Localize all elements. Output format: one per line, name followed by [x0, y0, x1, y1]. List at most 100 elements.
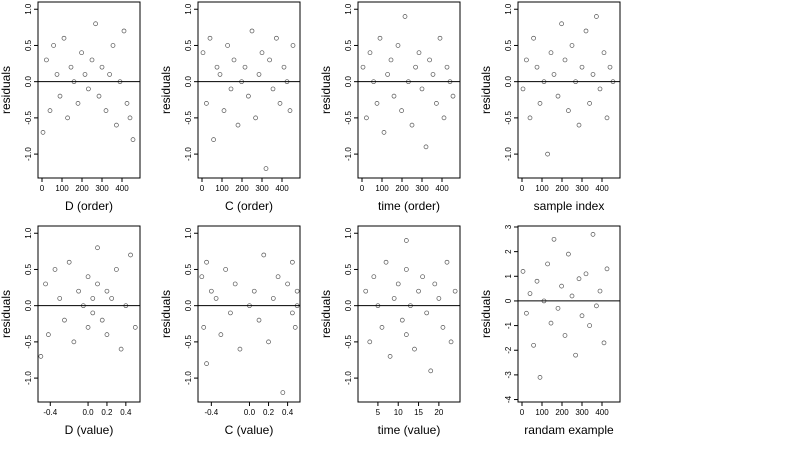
- point: [280, 390, 286, 395]
- point: [259, 50, 265, 56]
- plot-box: [37, 1, 141, 179]
- x-tick-label: 0: [360, 184, 365, 193]
- point: [208, 288, 214, 294]
- point: [65, 115, 70, 121]
- point: [40, 130, 46, 135]
- y-tick-label: -1.0: [504, 147, 513, 161]
- y-tick-label: 0.5: [184, 39, 193, 51]
- point: [527, 115, 533, 121]
- point: [51, 43, 56, 48]
- point: [548, 320, 554, 326]
- point: [82, 72, 88, 77]
- y-tick-label: 0.5: [184, 263, 193, 275]
- y-tick-label: 2: [504, 249, 513, 254]
- x-tick-label: 300: [95, 184, 109, 193]
- y-axis-label: residuals: [159, 66, 173, 114]
- x-tick-label: 400: [435, 184, 449, 193]
- x-axis-label: D (value): [65, 423, 114, 437]
- point: [594, 303, 599, 309]
- point: [594, 14, 599, 19]
- x-tick-label: 0.4: [120, 408, 132, 417]
- point: [285, 281, 290, 287]
- x-axis-label: randam example: [524, 423, 614, 437]
- point: [253, 115, 258, 121]
- y-tick-label: 1: [504, 274, 513, 279]
- point: [228, 86, 234, 92]
- point: [128, 252, 133, 258]
- x-tick-label: 200: [75, 184, 89, 193]
- x-tick-label: 0: [40, 184, 45, 193]
- plot-box: [517, 1, 621, 179]
- point: [551, 236, 557, 242]
- point: [360, 64, 366, 70]
- point: [235, 122, 241, 128]
- plot-box: [357, 225, 461, 403]
- point: [86, 86, 91, 92]
- point: [587, 323, 592, 328]
- point: [204, 361, 209, 366]
- x-axis-label: sample index: [534, 199, 605, 213]
- y-tick-label: 0.0: [344, 76, 353, 88]
- point: [579, 64, 585, 70]
- point: [531, 342, 536, 348]
- point: [444, 64, 450, 70]
- point: [391, 93, 397, 99]
- y-tick-label: -1.0: [24, 371, 33, 385]
- point: [292, 325, 298, 330]
- y-axis-label: residuals: [319, 290, 333, 338]
- y-tick-label: -0.5: [24, 334, 33, 348]
- point: [604, 266, 610, 272]
- point: [124, 101, 130, 106]
- point: [90, 310, 96, 316]
- x-tick-label: -0.4: [43, 408, 57, 417]
- point: [277, 101, 283, 106]
- point: [68, 64, 74, 70]
- point: [118, 346, 124, 352]
- point: [281, 64, 287, 70]
- point: [103, 108, 109, 113]
- y-tick-label: -0.5: [344, 334, 353, 348]
- point: [266, 339, 271, 345]
- point: [294, 288, 300, 294]
- point: [211, 137, 216, 142]
- point: [256, 317, 262, 323]
- x-tick-label: 0: [200, 184, 205, 193]
- y-tick-label: 3: [504, 224, 513, 229]
- point: [95, 281, 100, 287]
- point: [104, 288, 110, 294]
- y-tick-label: -4: [504, 395, 513, 403]
- point: [537, 101, 543, 106]
- point: [207, 35, 213, 41]
- point: [452, 288, 458, 294]
- point: [121, 28, 127, 34]
- x-tick-label: 0: [520, 184, 525, 193]
- point: [391, 296, 397, 301]
- y-tick-label: -1.0: [24, 147, 33, 161]
- point: [573, 352, 578, 358]
- point: [71, 339, 77, 345]
- point: [237, 346, 243, 352]
- point: [404, 238, 409, 243]
- point: [537, 375, 543, 380]
- point: [204, 259, 209, 265]
- x-tick-label: 300: [575, 184, 589, 193]
- point: [263, 166, 269, 171]
- point: [95, 245, 100, 251]
- point: [428, 368, 434, 374]
- y-tick-label: 1.0: [344, 227, 353, 239]
- y-tick-label: 0: [504, 298, 513, 303]
- x-tick-label: 400: [595, 184, 609, 193]
- point: [607, 64, 613, 70]
- x-tick-label: 0.2: [101, 408, 113, 417]
- point: [110, 43, 116, 48]
- point: [270, 296, 276, 301]
- point: [47, 108, 53, 113]
- point: [527, 291, 533, 296]
- point: [559, 21, 564, 27]
- point: [383, 259, 389, 265]
- point: [569, 43, 575, 48]
- x-axis-label: C (value): [225, 423, 274, 437]
- y-tick-label: -1.0: [184, 371, 193, 385]
- plot-box: [517, 225, 621, 403]
- point: [66, 259, 72, 265]
